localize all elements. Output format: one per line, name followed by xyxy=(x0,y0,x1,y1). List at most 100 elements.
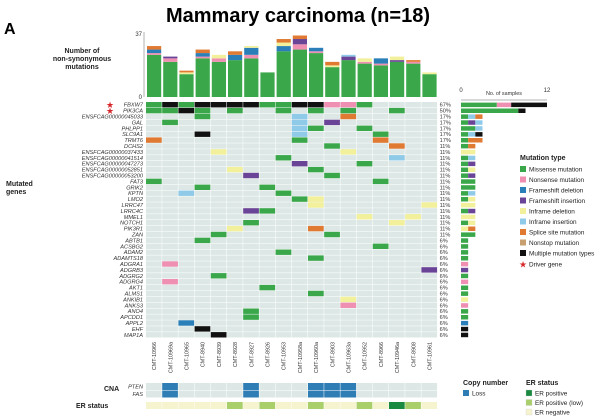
matrix-cell-bg xyxy=(210,249,227,255)
gene-bar-segment xyxy=(461,102,497,108)
matrix-cell-bg xyxy=(243,225,259,232)
matrix-cell-bg xyxy=(389,243,405,249)
matrix-cell-bg xyxy=(146,214,162,220)
matrix-cell-bg xyxy=(308,237,324,244)
matrix-cell-bg xyxy=(389,290,405,297)
matrix-cell-bg xyxy=(324,113,340,120)
gene-label: ADGRG2 xyxy=(118,274,144,280)
matrix-cell-bg xyxy=(340,261,357,267)
gene-percent: 11% xyxy=(440,162,451,168)
matrix-cell-bg xyxy=(324,166,340,173)
er-legend-title: ER status xyxy=(526,380,558,387)
matrix-cell-bg xyxy=(243,137,259,143)
matrix-cell-bg xyxy=(146,332,162,338)
matrix-cell-bg xyxy=(259,166,276,173)
matrix-cell-bg xyxy=(340,255,357,261)
matrix-cell-bg xyxy=(162,308,178,314)
burden-bar-segment xyxy=(357,58,372,62)
matrix-cell-bg xyxy=(356,231,373,238)
gene-label: ALMS1 xyxy=(124,292,143,298)
cna-loss-cell xyxy=(308,390,324,398)
matrix-cell-bg xyxy=(259,149,276,155)
mutated-genes-label: Mutated genes xyxy=(6,181,33,196)
burden-bars xyxy=(147,35,437,97)
gene-bar-segment xyxy=(468,173,476,178)
gene-label: ANKIB1 xyxy=(122,297,143,303)
gene-percent: 6% xyxy=(440,303,448,309)
mutation-cell xyxy=(243,308,259,314)
matrix-cell-bg xyxy=(291,184,308,190)
matrix-cell-bg xyxy=(146,172,162,179)
gene-bar-segment xyxy=(461,143,469,149)
matrix-cell-bg xyxy=(356,296,373,303)
sample-labels: CMT-10966 CMT-10969a CMT-10965 CMT-8940 CMT-… xyxy=(152,342,433,373)
mutation-type-legend: Mutation type Missense mutation Nonsense m… xyxy=(519,155,594,271)
gene-percent: 11% xyxy=(440,185,451,191)
cna-loss-cell xyxy=(162,383,178,390)
matrix-cell-bg xyxy=(291,279,308,285)
burden-bar-segment xyxy=(292,49,307,97)
matrix-cell-bg xyxy=(227,143,243,149)
er-status-cell xyxy=(275,402,292,409)
matrix-cell-bg xyxy=(421,320,438,326)
matrix-cell-bg xyxy=(146,267,162,273)
mutation-cell xyxy=(210,102,227,108)
matrix-cell-bg xyxy=(291,249,308,255)
gene-percent: 17% xyxy=(440,126,451,132)
gene-label: PIK3R1 xyxy=(124,227,143,233)
matrix-cell-bg xyxy=(243,231,259,238)
er-status-cell xyxy=(340,402,357,409)
matrix-cell-bg xyxy=(259,196,276,202)
gene-bar-segment xyxy=(461,173,469,178)
matrix-cell-bg xyxy=(259,296,276,303)
matrix-cell-bg xyxy=(227,243,243,249)
matrix-cell-bg xyxy=(178,261,195,267)
gene-label: DCHS2 xyxy=(124,144,144,150)
matrix-cell-bg xyxy=(340,214,357,220)
mutation-cell xyxy=(259,208,276,214)
mutation-cell xyxy=(243,208,259,214)
matrix-cell-bg xyxy=(210,326,227,332)
matrix-cell-bg xyxy=(324,320,340,326)
mutation-cell xyxy=(291,131,308,137)
matrix-cell-bg xyxy=(421,196,438,202)
matrix-cell-bg xyxy=(356,237,373,244)
matrix-cell-bg xyxy=(146,308,162,314)
burden-bar-segment xyxy=(292,39,307,45)
matrix-cell-bg xyxy=(259,243,276,249)
matrix-cell-bg xyxy=(210,284,227,291)
sample-label: CMT-10963a xyxy=(347,342,353,373)
matrix-cell-bg xyxy=(243,178,259,185)
matrix-cell-bg xyxy=(421,172,438,179)
matrix-cell-bg xyxy=(372,214,389,220)
gene-percent: 11% xyxy=(440,144,451,150)
gene-label: ADGRA1 xyxy=(119,262,143,268)
matrix-cell-bg xyxy=(405,302,421,308)
cna-cell xyxy=(421,383,438,390)
burden-bar-segment xyxy=(228,60,243,97)
matrix-cell-bg xyxy=(372,255,389,261)
matrix-cell-bg xyxy=(275,208,292,214)
matrix-cell-bg xyxy=(405,231,421,238)
matrix-cell-bg xyxy=(405,125,421,131)
matrix-cell-bg xyxy=(340,314,357,320)
mutation-cell xyxy=(275,102,292,108)
mutation-legend-title: Mutation type xyxy=(520,155,566,162)
cna-cell xyxy=(227,383,243,390)
sample-label: CMT-8939 xyxy=(217,342,223,367)
gene-bar-segment xyxy=(461,320,469,326)
matrix-cell-bg xyxy=(194,208,211,214)
matrix-cell-bg xyxy=(405,149,421,155)
matrix-cell-bg xyxy=(243,196,259,202)
matrix-cell-bg xyxy=(194,231,211,238)
matrix-cell-bg xyxy=(178,214,195,220)
matrix-cell-bg xyxy=(178,237,195,244)
matrix-cell-bg xyxy=(324,178,340,185)
legend-swatch xyxy=(520,187,526,193)
gene-label: ENSFCAG00000053200 xyxy=(82,174,144,180)
matrix-cell-bg xyxy=(275,125,292,131)
matrix-cell-bg xyxy=(372,102,389,108)
matrix-cell-bg xyxy=(227,172,243,179)
mutation-cell xyxy=(194,107,211,114)
mutation-cell xyxy=(194,102,211,108)
